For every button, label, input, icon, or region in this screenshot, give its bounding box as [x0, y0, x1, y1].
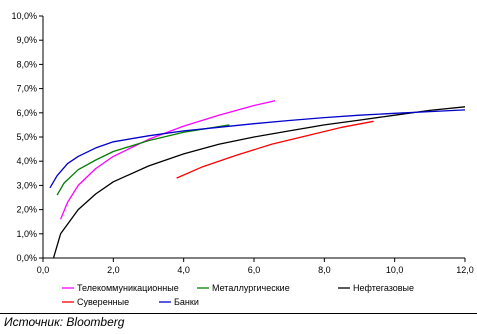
y-tick-label: 5,0% [16, 132, 37, 142]
y-tick-label: 2,0% [16, 205, 37, 215]
y-tick-label: 9,0% [16, 35, 37, 45]
y-tick-label: 1,0% [16, 229, 37, 239]
x-tick-label: 8,0 [318, 265, 331, 275]
series-line-1 [56, 124, 230, 196]
legend-label: Нефтегазовые [353, 283, 414, 293]
x-tick-label: 10,0 [386, 265, 404, 275]
x-tick-label: 0,0 [37, 265, 50, 275]
x-tick-label: 12,0 [456, 265, 474, 275]
y-tick-label: 6,0% [16, 108, 37, 118]
source-note: Источник: Bloomberg [4, 315, 125, 329]
y-tick-label: 0,0% [16, 253, 37, 263]
x-tick-label: 4,0 [177, 265, 190, 275]
y-axis-ticks: 0,0% 1,0% 2,0% 3,0% 4,0% 5,0% 6,0% 7,0% 8,0% 9,0%… [11, 11, 43, 263]
x-tick-label: 2,0 [107, 265, 120, 275]
y-tick-label: 8,0% [16, 59, 37, 69]
series-lines [49, 100, 466, 259]
legend-label: Металлургические [212, 283, 290, 293]
series-line-4 [49, 109, 466, 189]
legend-label: Банки [174, 297, 199, 307]
x-tick-label: 6,0 [248, 265, 261, 275]
y-tick-label: 4,0% [16, 156, 37, 166]
series-line-2 [52, 106, 466, 259]
legend-label: Телекоммуникационные [77, 283, 179, 293]
legend-label: Суверенные [77, 297, 129, 307]
series-line-3 [176, 120, 374, 179]
x-axis-ticks: 0,0 2,0 4,0 6,0 8,0 10,0 12,0 [37, 258, 474, 275]
y-tick-label: 10,0% [11, 11, 37, 21]
series-line-0 [59, 100, 276, 220]
y-tick-label: 3,0% [16, 180, 37, 190]
source-divider [0, 313, 477, 314]
y-tick-label: 7,0% [16, 84, 37, 94]
legend: Телекоммуникационные Металлургические Нефт… [62, 283, 414, 307]
